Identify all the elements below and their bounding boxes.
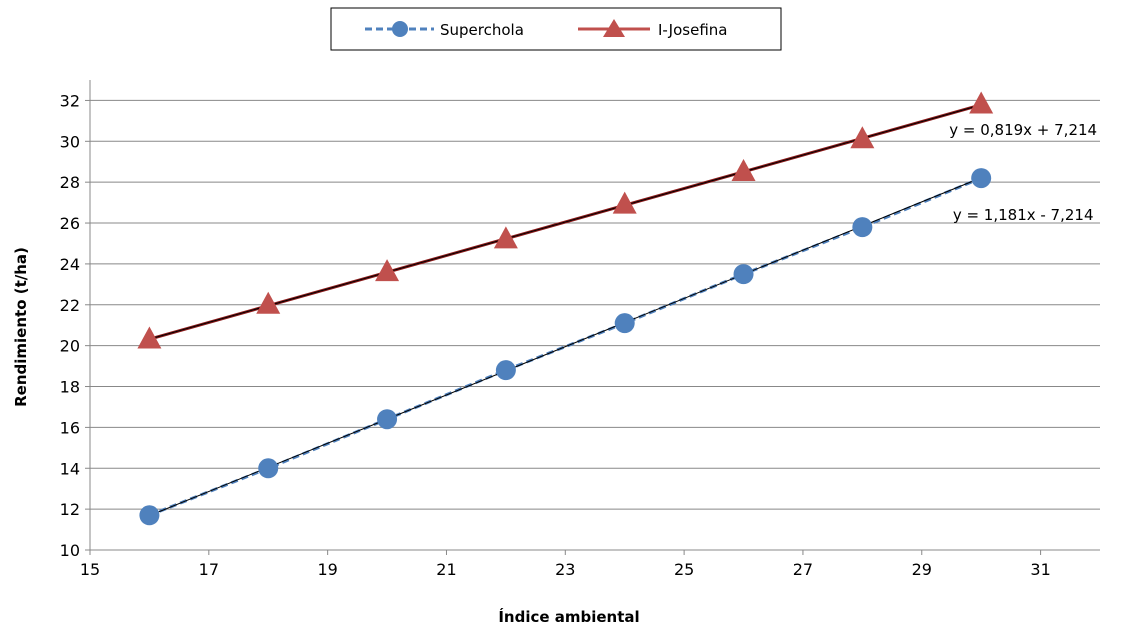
- x-tick-label: 31: [1030, 560, 1050, 579]
- y-tick-label: 30: [60, 132, 80, 151]
- x-tick-label: 19: [317, 560, 337, 579]
- legend-label-superchola: Superchola: [440, 21, 524, 39]
- y-tick-label: 26: [60, 214, 80, 233]
- data-point-superchola: [139, 505, 160, 526]
- series-line-superchola: [148, 176, 982, 517]
- x-tick-label: 15: [80, 560, 100, 579]
- legend-marker-superchola: [392, 21, 408, 37]
- grid: [90, 99, 1100, 510]
- x-tick-label: 29: [912, 560, 932, 579]
- x-tick-label: 21: [436, 560, 456, 579]
- y-tick-label: 24: [60, 255, 80, 274]
- x-tick-label: 17: [199, 560, 219, 579]
- data-point-i-josefina: [375, 259, 400, 282]
- y-tick-label: 18: [60, 378, 80, 397]
- data-point-i-josefina: [137, 326, 162, 349]
- data-point-superchola: [258, 458, 279, 479]
- data-point-i-josefina: [612, 191, 637, 214]
- series: y = 1,181x - 7,214 y = 0,819x + 7,214: [137, 91, 1097, 526]
- y-tick-label: 28: [60, 173, 80, 192]
- y-axis-label: Rendimiento (t/ha): [12, 247, 30, 407]
- y-tick-label: 20: [60, 337, 80, 356]
- data-point-i-josefina: [731, 158, 756, 181]
- trendline-superchola: [149, 177, 982, 517]
- data-point-superchola: [614, 313, 635, 334]
- legend-marker-josefina: [603, 19, 625, 37]
- trendline-equation-superchola: y = 1,181x - 7,214: [953, 206, 1094, 224]
- data-point-superchola: [377, 409, 398, 430]
- y-tick-label: 12: [60, 500, 80, 519]
- x-tick-label: 27: [793, 560, 813, 579]
- x-axis-label: Índice ambiental: [498, 607, 639, 626]
- trendline-i-josefina: [149, 104, 982, 340]
- legend: Superchola I-Josefina: [330, 7, 782, 51]
- axis-labels: Índice ambiental Rendimiento (t/ha): [12, 247, 640, 626]
- trendline-equation-i-josefina: y = 0,819x + 7,214: [949, 121, 1097, 139]
- y-tick-label: 32: [60, 91, 80, 110]
- data-point-i-josefina: [256, 291, 281, 314]
- data-point-superchola: [733, 264, 754, 285]
- data-point-superchola: [852, 217, 873, 238]
- data-point-i-josefina: [850, 126, 875, 149]
- ticks: 10 12 14 16 18 20 22 24 26 28 30 32 15 17 19 21 23 25 27 29…: [60, 91, 1051, 579]
- data-point-i-josefina: [493, 226, 518, 249]
- y-tick-label: 16: [60, 418, 80, 437]
- data-point-superchola: [971, 168, 992, 189]
- x-tick-label: 25: [674, 560, 694, 579]
- y-tick-label: 14: [60, 459, 80, 478]
- data-point-superchola: [495, 360, 516, 381]
- legend-label-josefina: I-Josefina: [658, 21, 727, 39]
- x-tick-label: 23: [555, 560, 575, 579]
- data-point-i-josefina: [969, 91, 994, 114]
- axes: [89, 80, 1100, 551]
- y-tick-label: 10: [60, 541, 80, 560]
- y-tick-label: 22: [60, 296, 80, 315]
